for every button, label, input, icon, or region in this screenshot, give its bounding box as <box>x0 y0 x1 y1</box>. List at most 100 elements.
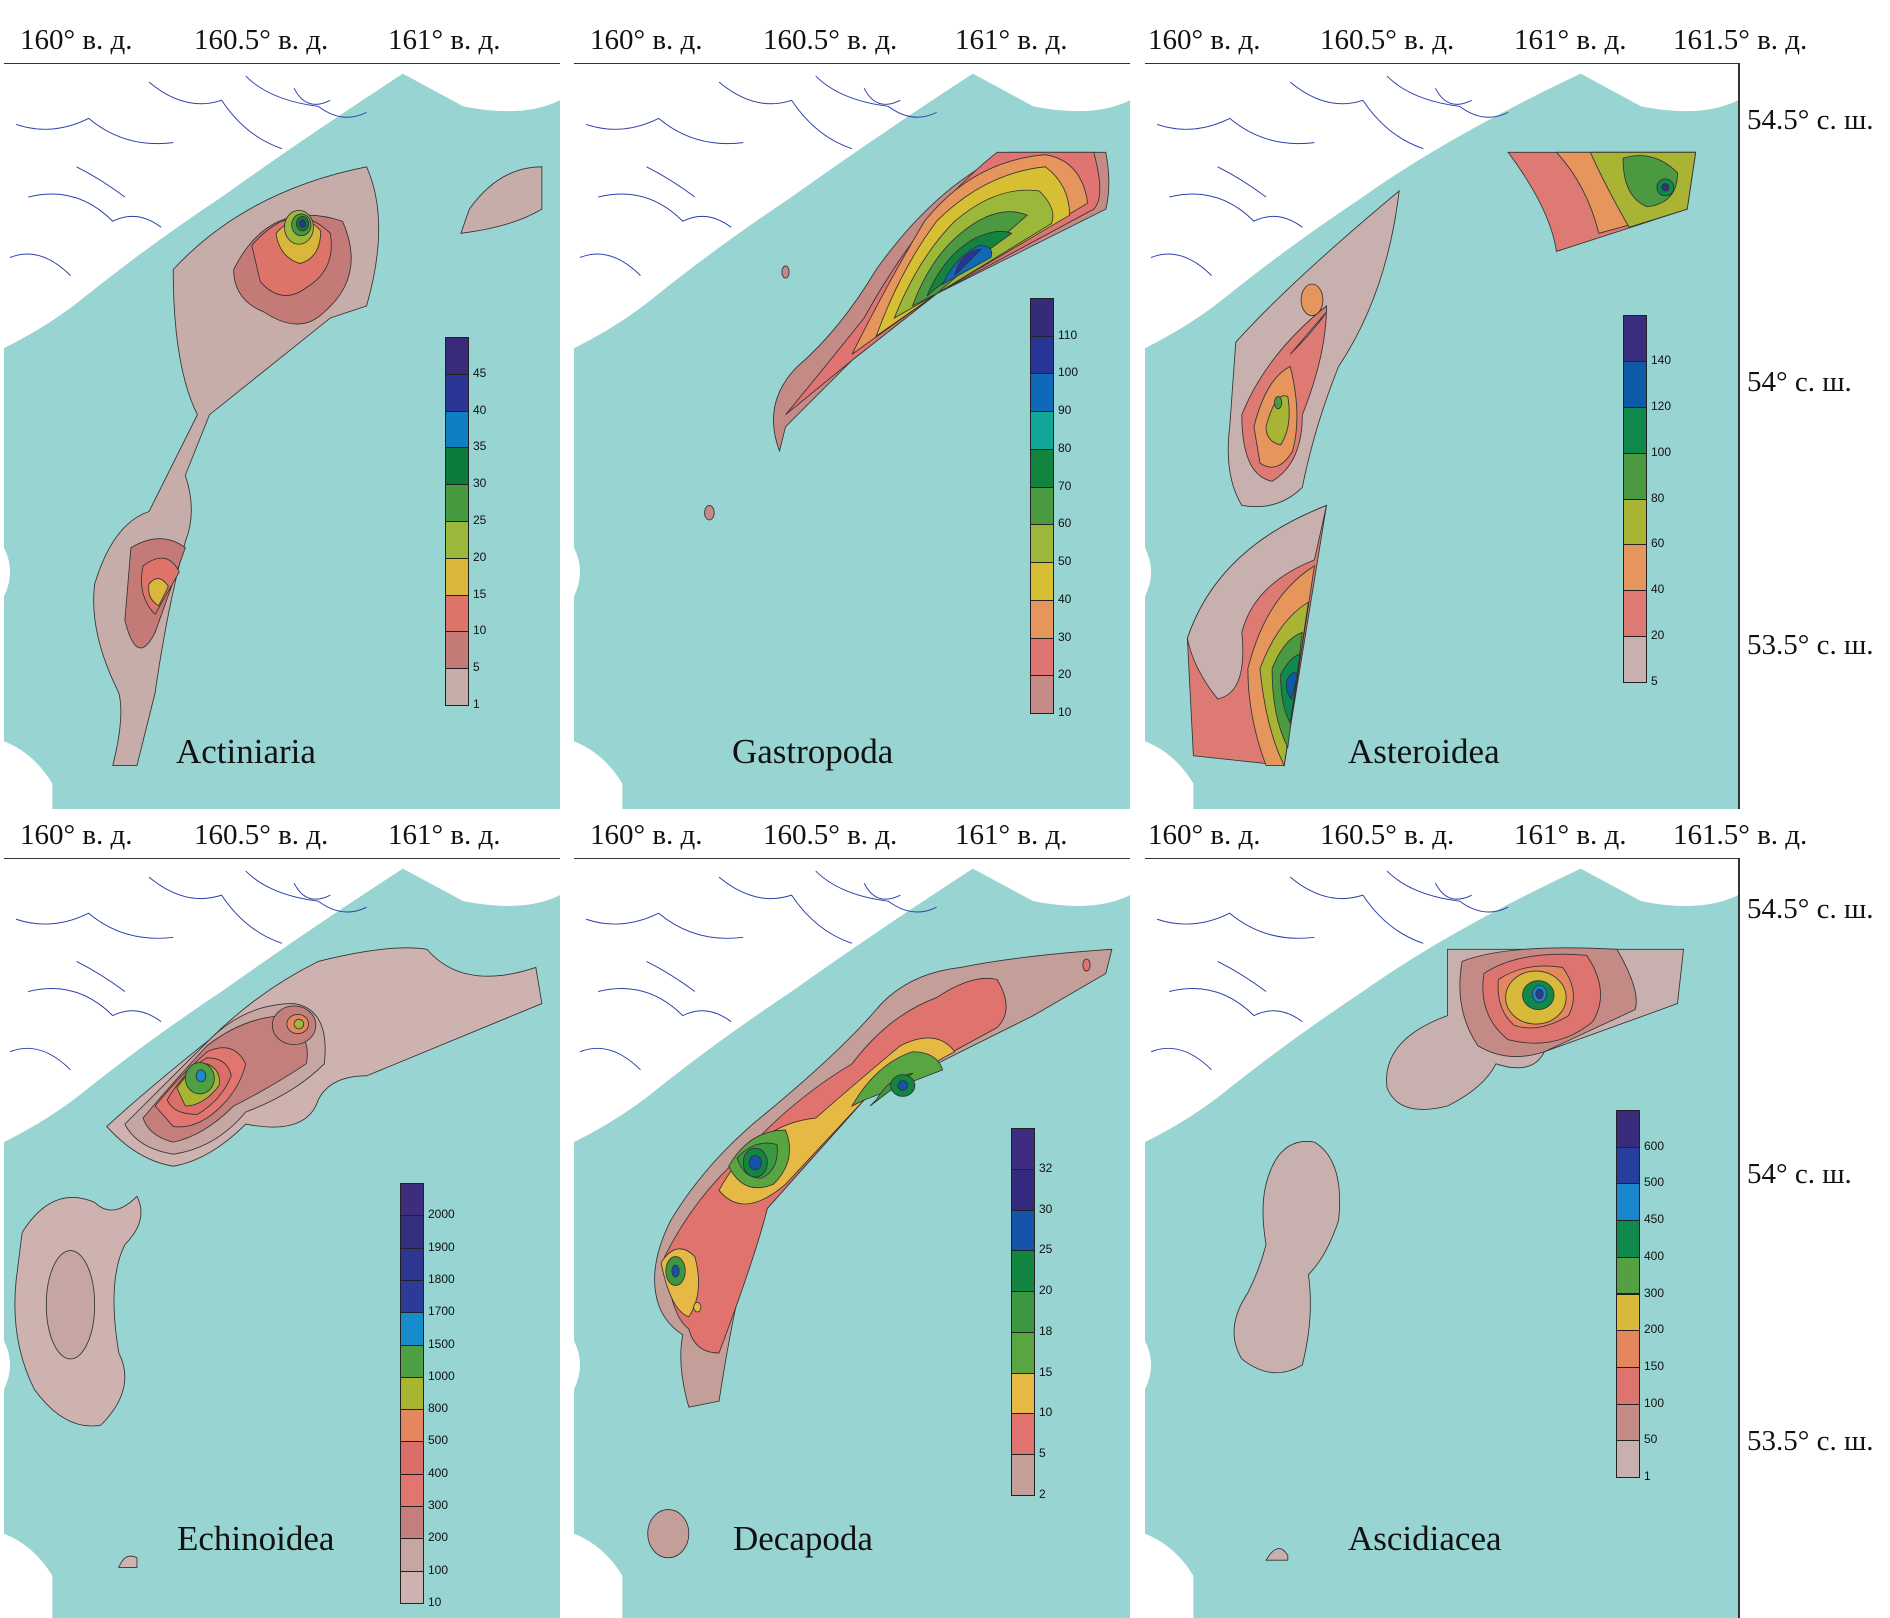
legend-label: 35 <box>473 439 487 454</box>
legend-label: 5 <box>473 660 480 675</box>
river <box>9 1047 71 1071</box>
color-legend: 1 50 100 150 200 300 400 450 500 600 <box>1616 1110 1666 1483</box>
river <box>245 75 367 118</box>
legend-label: 2000 <box>428 1207 455 1222</box>
legend-swatch <box>1030 524 1054 564</box>
legend-swatch <box>1011 1168 1035 1211</box>
contour-zone <box>693 1301 702 1313</box>
longitude-label: 160° в. д. <box>590 24 703 56</box>
legend-swatch <box>400 1506 424 1540</box>
legend-label: 10 <box>1058 705 1072 719</box>
legend-label: 10 <box>1039 1405 1053 1420</box>
contour-zone <box>1285 672 1298 700</box>
river <box>15 912 174 939</box>
legend-swatch <box>1623 452 1647 500</box>
contour-zone <box>781 265 790 279</box>
legend-label: 10 <box>428 1595 442 1609</box>
river <box>293 882 331 900</box>
longitude-label: 160° в. д. <box>20 819 133 851</box>
legend-swatch <box>1030 335 1054 375</box>
legend-swatch <box>400 1344 424 1378</box>
legend-label: 100 <box>428 1562 449 1577</box>
legend-swatch <box>1011 1250 1035 1293</box>
river <box>1386 75 1509 118</box>
legend-swatch <box>400 1215 424 1249</box>
river <box>245 870 367 913</box>
river <box>1289 876 1424 944</box>
longitude-label: 160.5° в. д. <box>194 24 329 56</box>
land-area <box>1145 64 1738 809</box>
legend-swatch <box>1030 599 1054 639</box>
legend-swatch <box>1030 486 1054 526</box>
longitude-label: 160° в. д. <box>20 24 133 56</box>
land-area <box>1145 859 1738 1618</box>
river <box>585 117 744 145</box>
legend-label: 60 <box>1058 516 1072 531</box>
legend-swatch <box>445 594 469 633</box>
river <box>28 193 162 228</box>
legend-label: 20 <box>473 549 487 564</box>
legend-label: 50 <box>1644 1432 1658 1447</box>
legend-label: 100 <box>1058 365 1079 380</box>
map-panel-asteroidea <box>1145 64 1738 809</box>
legend-label: 1900 <box>428 1239 455 1254</box>
legend-label: 300 <box>428 1498 449 1513</box>
legend-swatch <box>1011 1291 1035 1333</box>
legend-swatch <box>1030 675 1054 714</box>
river <box>579 253 641 276</box>
legend-label: 45 <box>473 365 487 380</box>
river <box>76 960 126 992</box>
right-axis-line <box>1738 858 1740 1618</box>
river <box>15 117 174 145</box>
taxon-label: Asteroidea <box>1348 732 1500 771</box>
river <box>579 1047 641 1071</box>
land-area <box>574 859 1130 1618</box>
legend-label: 1500 <box>428 1336 455 1351</box>
legend-label: 80 <box>1058 440 1072 455</box>
legend-swatch <box>400 1312 424 1346</box>
legend-swatch <box>400 1473 424 1508</box>
density-contours <box>704 151 1110 521</box>
contour-zone <box>1300 283 1324 316</box>
river <box>1217 166 1267 198</box>
river <box>1156 117 1315 145</box>
legend-swatch <box>400 1183 424 1217</box>
legend-swatch <box>1623 406 1647 454</box>
legend-label: 1000 <box>428 1368 455 1383</box>
legend-label: 15 <box>473 586 487 601</box>
land-area <box>574 64 1130 809</box>
legend-swatch <box>445 410 469 449</box>
taxon-label: Ascidiacea <box>1348 1519 1502 1558</box>
legend-swatch <box>1616 1440 1640 1478</box>
river <box>1156 912 1315 939</box>
taxon-label: Decapoda <box>733 1519 873 1558</box>
legend-label: 10 <box>473 623 487 638</box>
legend-label: 1 <box>1644 1469 1651 1483</box>
map-panel-echinoidea <box>4 859 560 1618</box>
longitude-label: 160.5° в. д. <box>1320 24 1455 56</box>
legend-label: 32 <box>1039 1160 1053 1175</box>
legend-swatch <box>445 631 469 670</box>
density-contours <box>1233 947 1685 1561</box>
river <box>646 166 696 198</box>
legend-label: 1 <box>473 697 480 711</box>
legend-label: 450 <box>1644 1212 1665 1227</box>
legend-swatch <box>1616 1403 1640 1442</box>
color-legend: 2 5 10 15 18 20 25 30 32 <box>1011 1128 1061 1501</box>
river <box>646 960 696 992</box>
river <box>76 166 126 198</box>
legend-swatch <box>400 1376 424 1411</box>
legend-label: 200 <box>1644 1322 1665 1337</box>
longitude-label: 161° в. д. <box>388 24 501 56</box>
legend-swatch <box>1030 448 1054 488</box>
legend-swatch <box>445 521 469 559</box>
river <box>718 81 853 150</box>
legend-label: 15 <box>1039 1364 1053 1379</box>
legend-label: 400 <box>428 1465 449 1480</box>
contour-zone <box>124 214 352 649</box>
legend-swatch <box>1616 1110 1640 1148</box>
contour-zone <box>671 1264 680 1278</box>
river <box>1386 870 1509 913</box>
legend-swatch <box>1616 1146 1640 1185</box>
contour-zone <box>897 1080 909 1091</box>
